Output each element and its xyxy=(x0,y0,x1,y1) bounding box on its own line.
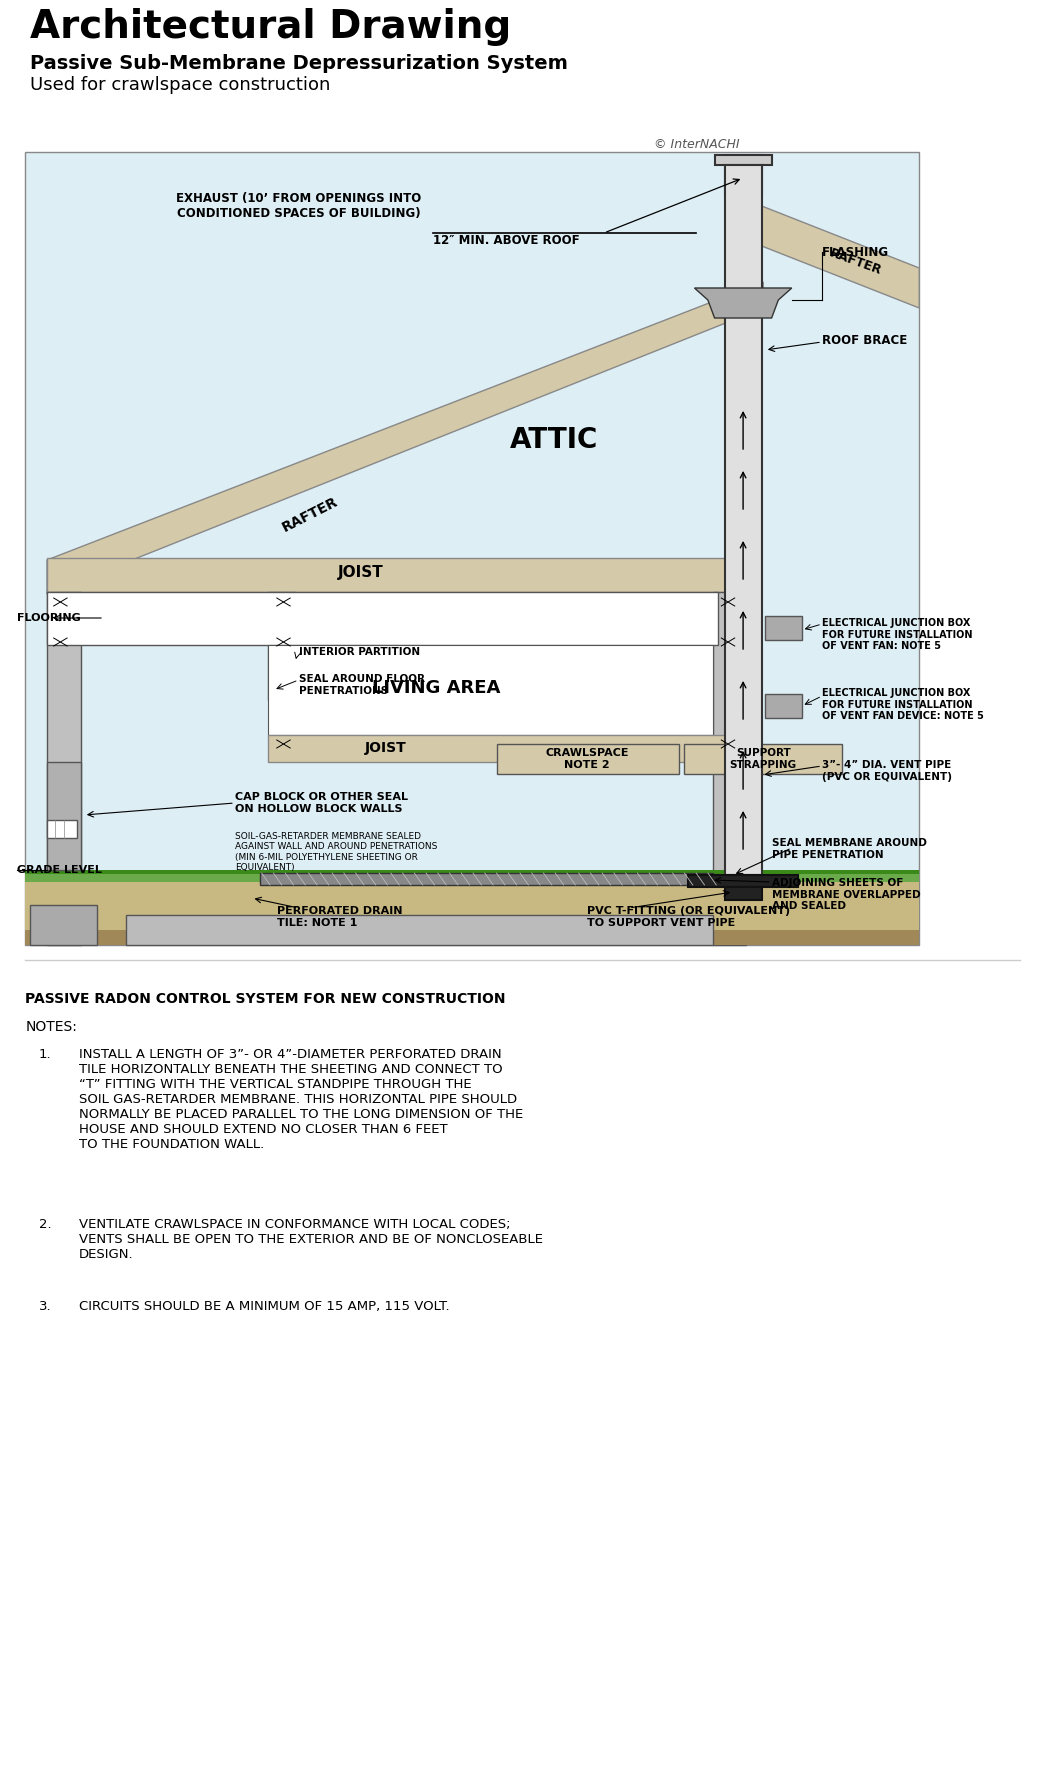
Text: Used for crawlspace construction: Used for crawlspace construction xyxy=(30,75,331,95)
Text: 2.: 2. xyxy=(38,1218,51,1231)
Text: Passive Sub-Membrane Depressurization System: Passive Sub-Membrane Depressurization Sy… xyxy=(30,54,568,73)
Bar xyxy=(714,156,772,165)
Polygon shape xyxy=(695,288,791,318)
Text: EXHAUST (10’ FROM OPENINGS INTO
CONDITIONED SPACES OF BUILDING): EXHAUST (10’ FROM OPENINGS INTO CONDITIO… xyxy=(176,191,421,220)
Bar xyxy=(126,914,712,945)
Text: INTERIOR PARTITION: INTERIOR PARTITION xyxy=(298,648,420,657)
Bar xyxy=(25,152,919,945)
Bar xyxy=(268,646,712,735)
Text: 12″ MIN. ABOVE ROOF: 12″ MIN. ABOVE ROOF xyxy=(433,234,579,247)
Text: ADJOINING SHEETS OF
MEMBRANE OVERLAPPED
AND SEALED: ADJOINING SHEETS OF MEMBRANE OVERLAPPED … xyxy=(772,878,920,911)
Text: GRADE LEVEL: GRADE LEVEL xyxy=(17,866,102,875)
Bar xyxy=(268,592,295,699)
Polygon shape xyxy=(47,558,747,592)
Text: SUPPORT
STRAPPING: SUPPORT STRAPPING xyxy=(730,748,797,769)
Text: 1.: 1. xyxy=(38,1048,51,1061)
Text: PASSIVE RADON CONTROL SYSTEM FOR NEW CONSTRUCTION: PASSIVE RADON CONTROL SYSTEM FOR NEW CON… xyxy=(25,991,505,1005)
Text: ELECTRICAL JUNCTION BOX
FOR FUTURE INSTALLATION
OF VENT FAN: NOTE 5: ELECTRICAL JUNCTION BOX FOR FUTURE INSTA… xyxy=(822,617,972,651)
Text: RAFTER: RAFTER xyxy=(280,496,341,535)
Text: NOTES:: NOTES: xyxy=(25,1020,77,1034)
FancyBboxPatch shape xyxy=(496,744,679,775)
Bar xyxy=(725,156,761,195)
Bar xyxy=(712,592,747,945)
Text: INSTALL A LENGTH OF 3”- OR 4”-DIAMETER PERFORATED DRAIN
TILE HORIZONTALLY BENEAT: INSTALL A LENGTH OF 3”- OR 4”-DIAMETER P… xyxy=(79,1048,523,1150)
Text: FLASHING: FLASHING xyxy=(822,245,889,258)
Text: RAFTER: RAFTER xyxy=(828,247,883,277)
Bar xyxy=(260,873,712,886)
Polygon shape xyxy=(268,735,747,762)
Bar xyxy=(47,592,718,646)
Text: ELECTRICAL JUNCTION BOX
FOR FUTURE INSTALLATION
OF VENT FAN DEVICE: NOTE 5: ELECTRICAL JUNCTION BOX FOR FUTURE INSTA… xyxy=(822,689,984,721)
Text: LIVING AREA: LIVING AREA xyxy=(372,680,500,698)
Text: VENTILATE CRAWLSPACE IN CONFORMANCE WITH LOCAL CODES;
VENTS SHALL BE OPEN TO THE: VENTILATE CRAWLSPACE IN CONFORMANCE WITH… xyxy=(79,1218,543,1261)
Text: Architectural Drawing: Architectural Drawing xyxy=(30,7,512,47)
Bar xyxy=(687,875,799,887)
Polygon shape xyxy=(747,200,919,308)
Text: SEAL MEMBRANE AROUND
PIPE PENETRATION: SEAL MEMBRANE AROUND PIPE PENETRATION xyxy=(772,837,927,859)
Bar xyxy=(25,869,919,882)
Text: CAP BLOCK OR OTHER SEAL
ON HOLLOW BLOCK WALLS: CAP BLOCK OR OTHER SEAL ON HOLLOW BLOCK … xyxy=(235,793,408,814)
Bar xyxy=(25,871,919,945)
Text: SOIL-GAS-RETARDER MEMBRANE SEALED
AGAINST WALL AND AROUND PENETRATIONS
(MIN 6-MI: SOIL-GAS-RETARDER MEMBRANE SEALED AGAINS… xyxy=(235,832,437,873)
Text: FLOORING: FLOORING xyxy=(17,614,80,623)
Text: © InterNACHI: © InterNACHI xyxy=(654,138,739,150)
Text: CIRCUITS SHOULD BE A MINIMUM OF 15 AMP, 115 VOLT.: CIRCUITS SHOULD BE A MINIMUM OF 15 AMP, … xyxy=(79,1301,449,1313)
Bar xyxy=(47,819,77,837)
Polygon shape xyxy=(47,283,763,594)
Text: 3”- 4” DIA. VENT PIPE
(PVC OR EQUIVALENT): 3”- 4” DIA. VENT PIPE (PVC OR EQUIVALENT… xyxy=(822,760,952,782)
Text: SEAL AROUND FLOOR
PENETRATIONS: SEAL AROUND FLOOR PENETRATIONS xyxy=(298,674,424,696)
Bar xyxy=(764,615,802,640)
Text: PERFORATED DRAIN
TILE: NOTE 1: PERFORATED DRAIN TILE: NOTE 1 xyxy=(277,905,402,928)
Bar xyxy=(725,165,761,875)
Bar xyxy=(25,869,919,875)
Text: ATTIC: ATTIC xyxy=(510,426,598,454)
Text: JOIST: JOIST xyxy=(365,741,407,755)
Text: CRAWLSPACE
NOTE 2: CRAWLSPACE NOTE 2 xyxy=(545,748,629,769)
Text: JOIST: JOIST xyxy=(338,565,384,580)
Bar xyxy=(47,592,80,945)
Bar xyxy=(30,905,98,945)
Bar xyxy=(764,694,802,717)
Bar xyxy=(725,887,761,900)
Bar xyxy=(47,762,80,869)
Text: PVC T-FITTING (OR EQUIVALENT)
TO SUPPORT VENT PIPE: PVC T-FITTING (OR EQUIVALENT) TO SUPPORT… xyxy=(588,905,790,928)
Text: 3.: 3. xyxy=(38,1301,51,1313)
Bar xyxy=(25,930,919,945)
FancyBboxPatch shape xyxy=(684,744,842,775)
Text: ROOF BRACE: ROOF BRACE xyxy=(822,333,907,347)
